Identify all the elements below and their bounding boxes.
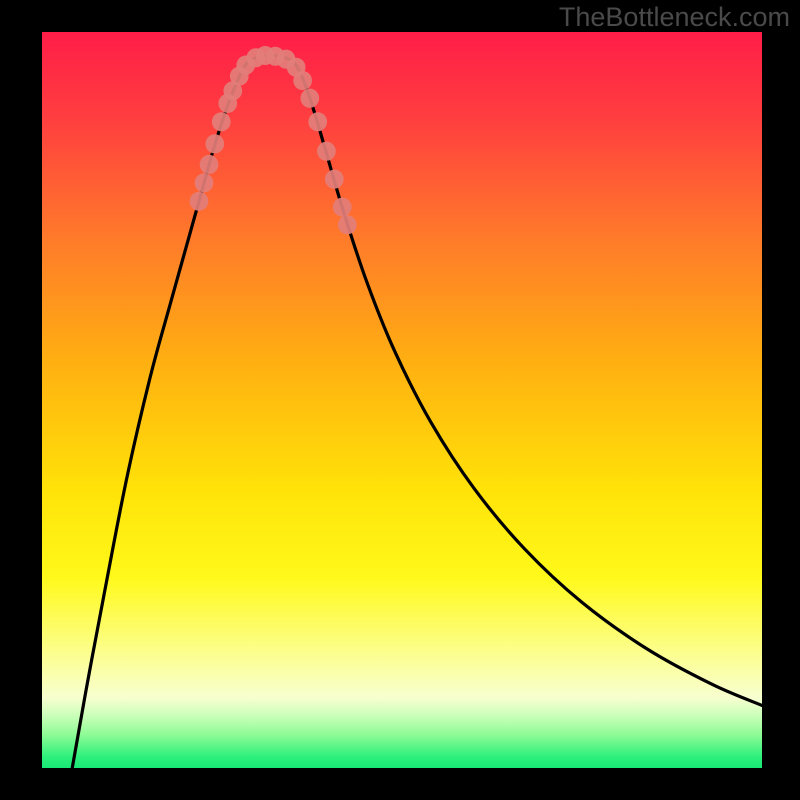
data-marker — [308, 112, 327, 131]
data-marker — [333, 198, 352, 217]
data-marker — [205, 134, 224, 153]
data-marker — [317, 142, 336, 161]
data-marker — [338, 215, 357, 234]
plot-area — [42, 32, 762, 768]
data-marker — [190, 192, 209, 211]
chart-svg — [42, 32, 762, 768]
data-marker — [195, 173, 214, 192]
data-marker — [325, 170, 344, 189]
data-marker — [300, 89, 319, 108]
bottleneck-curve — [72, 55, 762, 768]
data-marker — [212, 112, 231, 131]
watermark-text: TheBottleneck.com — [559, 2, 790, 33]
chart-stage: TheBottleneck.com — [0, 0, 800, 800]
data-marker — [293, 71, 312, 90]
data-marker — [200, 155, 219, 174]
marker-group — [190, 46, 357, 234]
